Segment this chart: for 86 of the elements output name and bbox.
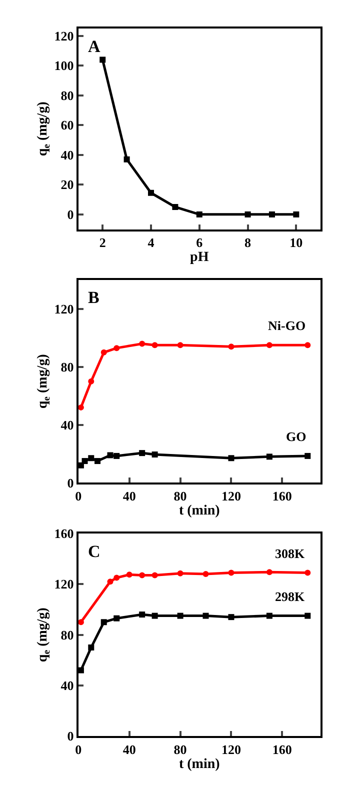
point (152, 572, 158, 578)
point (244, 211, 251, 218)
x-tick-label: 40 (122, 742, 136, 757)
x-tick-label: 120 (221, 488, 241, 504)
point (148, 190, 154, 196)
x-axis-title: t (min) (178, 756, 220, 772)
y-tick-label: 40 (60, 147, 74, 162)
point (202, 570, 209, 577)
y-tick-label: 100 (54, 58, 74, 74)
y-tick-label: 80 (60, 359, 74, 374)
point (152, 612, 158, 619)
x-tick-label: 160 (272, 488, 292, 504)
point (304, 452, 311, 459)
point (266, 612, 272, 619)
point (304, 570, 311, 576)
y-tick-label: 40 (60, 678, 74, 694)
point (88, 455, 94, 462)
text: C (88, 542, 100, 561)
x-tick-label: 80 (174, 488, 187, 504)
point (88, 378, 94, 384)
series-label: Ni-GO (268, 318, 306, 333)
text: A (88, 37, 101, 56)
point (202, 612, 209, 619)
point (177, 612, 184, 619)
x-tick-label: 160 (272, 742, 292, 757)
x-tick-label: 6 (196, 234, 204, 250)
point (107, 578, 114, 585)
x-tick-label: 120 (221, 742, 241, 757)
point (114, 615, 120, 622)
point (152, 342, 158, 348)
series-label: 308K (275, 546, 306, 561)
point (94, 458, 100, 464)
x-axis-title: pH (190, 250, 209, 265)
y-tick-label: 120 (54, 302, 74, 317)
x-tick-label: 4 (148, 234, 155, 250)
y-tick-label: 160 (54, 526, 74, 541)
x-tick-label: 80 (174, 742, 187, 757)
text: B (88, 288, 100, 307)
point (88, 644, 94, 650)
point (139, 340, 146, 347)
point (100, 56, 106, 63)
point (152, 452, 158, 458)
y-tick-label: 120 (54, 576, 74, 592)
point (100, 619, 107, 626)
series-label: GO (286, 429, 306, 444)
point (114, 345, 120, 352)
point (268, 211, 275, 218)
point (266, 454, 272, 460)
point (177, 342, 184, 348)
point (304, 342, 311, 348)
point (266, 342, 272, 348)
y-tick-label: 60 (60, 118, 74, 133)
point (228, 455, 234, 462)
point (172, 204, 178, 210)
point (228, 344, 234, 350)
point (82, 458, 88, 464)
series-label: 298K (275, 589, 306, 604)
point (124, 156, 130, 162)
point (228, 614, 234, 620)
y-tick-label: 0 (67, 728, 74, 744)
y-tick-label: 80 (60, 88, 74, 103)
point (126, 572, 132, 578)
x-tick-label: 8 (244, 234, 252, 250)
point (293, 211, 300, 218)
point (177, 570, 184, 576)
y-tick-label: 120 (54, 28, 74, 44)
x-axis-title: t (min) (178, 503, 220, 518)
point (304, 612, 311, 619)
x-tick-label: 10 (290, 234, 303, 250)
y-tick-label: 0 (67, 475, 74, 490)
point (266, 569, 272, 576)
point (228, 570, 234, 576)
point (139, 572, 146, 578)
point (100, 349, 107, 356)
y-tick-label: 80 (60, 627, 74, 642)
x-tick-label: 2 (99, 234, 106, 250)
point (139, 450, 146, 456)
point (107, 452, 114, 458)
point (114, 574, 120, 581)
point (196, 211, 202, 218)
y-tick-label: 0 (67, 206, 74, 222)
y-tick-label: 20 (60, 177, 74, 192)
x-tick-label: 40 (122, 488, 136, 504)
y-tick-label: 40 (60, 417, 74, 432)
point (114, 452, 120, 459)
point (139, 612, 146, 618)
